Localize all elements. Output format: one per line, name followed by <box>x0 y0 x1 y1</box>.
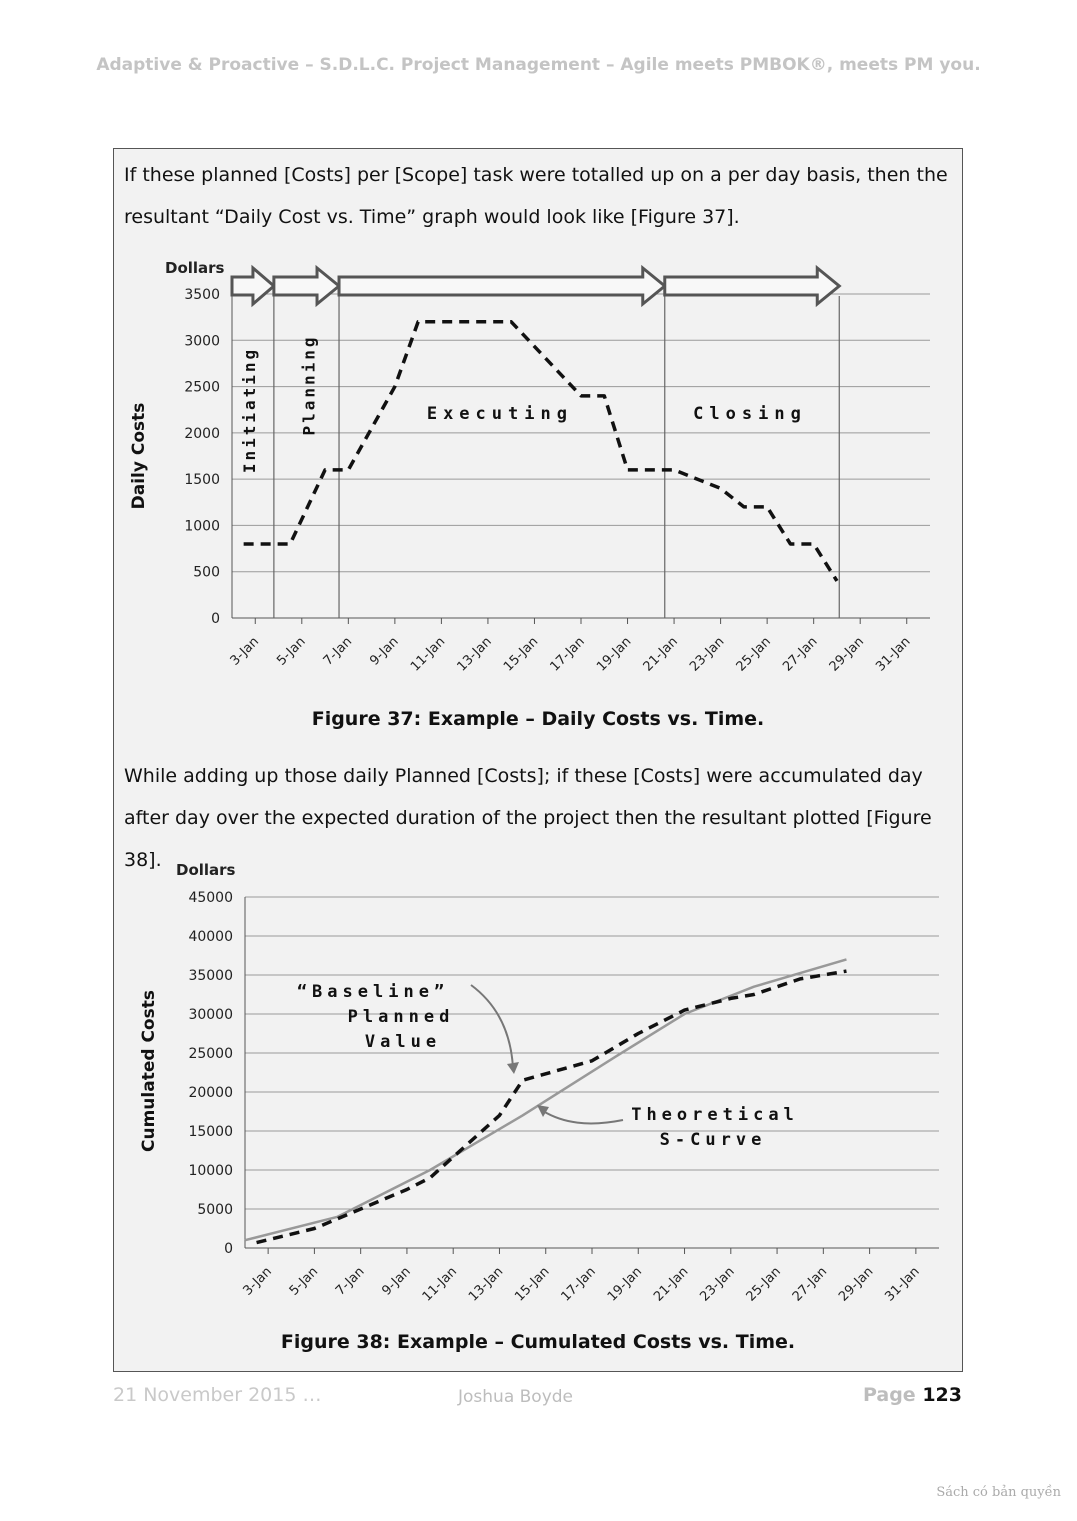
x-tick-label: 23-Jan <box>687 634 727 674</box>
x-tick-label: 3-Jan <box>228 634 262 668</box>
annotation-baseline-arrowhead <box>507 1062 519 1074</box>
annotation-baseline-line-0: “Baseline” <box>297 982 449 1002</box>
phase-label-0: Initiating <box>240 347 259 473</box>
chart2-y-axis-label: Cumulated Costs <box>139 990 159 1152</box>
running-header: Adaptive & Proactive – S.D.L.C. Project … <box>96 55 981 75</box>
phase-label-2: Executing <box>427 404 573 424</box>
x-tick-label: 17-Jan <box>548 634 588 674</box>
x-tick-label: 5-Jan <box>274 634 308 668</box>
annotation-scurve-line-0: Theoretical <box>631 1105 799 1125</box>
x-tick-label: 3-Jan <box>241 1264 275 1298</box>
phase-arrow-0 <box>230 264 277 308</box>
annotation-scurve-line-1: S-Curve <box>660 1130 767 1150</box>
x-tick-label: 15-Jan <box>512 1264 552 1304</box>
x-tick-label: 9-Jan <box>379 1264 413 1298</box>
y-tick-label: 30000 <box>188 1007 233 1023</box>
y-tick-label: 45000 <box>188 890 233 906</box>
y-tick-label: 3000 <box>184 333 220 349</box>
x-tick-label: 29-Jan <box>827 634 867 674</box>
x-tick-label: 7-Jan <box>333 1264 367 1298</box>
footer-author: Joshua Boyde <box>458 1387 574 1407</box>
phase-label-1: Planning <box>299 334 318 435</box>
annotation-scurve-arrow <box>542 1110 624 1125</box>
series-line-1 <box>256 969 847 1245</box>
phase-arrow-3 <box>663 264 842 308</box>
y-tick-label: 25000 <box>188 1046 233 1062</box>
chart1-y-axis-label: Daily Costs <box>129 403 149 510</box>
x-tick-label: 11-Jan <box>420 1264 460 1304</box>
x-tick-label: 25-Jan <box>734 634 774 674</box>
paragraph-intro: If these planned [Costs] per [Scope] tas… <box>124 164 948 228</box>
cumulated-costs-chart: Dollars Cumulated Costs 0 5000 10000 15000 2… <box>139 861 939 1305</box>
x-tick-label: 19-Jan <box>594 634 634 674</box>
x-tick-label: 21-Jan <box>651 1264 691 1304</box>
footer-page: Page 123 <box>863 1384 962 1406</box>
x-tick-label: 9-Jan <box>367 634 401 668</box>
y-tick-label: 0 <box>211 611 220 627</box>
y-tick-label: 10000 <box>188 1163 233 1179</box>
x-tick-label: 5-Jan <box>287 1264 321 1298</box>
watermark: Sách có bản quyền <box>936 1485 1061 1500</box>
x-tick-label: 15-Jan <box>501 634 541 674</box>
y-tick-label: 5000 <box>197 1202 233 1218</box>
phase-arrow-1 <box>272 264 342 308</box>
y-tick-label: 500 <box>193 565 220 581</box>
annotation-baseline-line-2: Value <box>365 1032 441 1052</box>
y-tick-label: 40000 <box>188 929 233 945</box>
y-tick-label: 15000 <box>188 1124 233 1140</box>
x-tick-label: 21-Jan <box>641 634 681 674</box>
annotation-scurve-arrowhead <box>537 1105 549 1117</box>
y-tick-label: 2000 <box>184 426 220 442</box>
x-tick-label: 11-Jan <box>408 634 448 674</box>
x-tick-label: 19-Jan <box>605 1264 645 1304</box>
x-tick-label: 29-Jan <box>836 1264 876 1304</box>
chart2-unit-label: Dollars <box>176 861 236 879</box>
page-label: Page <box>862 1384 916 1406</box>
y-tick-label: 35000 <box>188 968 233 984</box>
y-tick-label: 3500 <box>184 287 220 303</box>
annotation-baseline-arrow <box>470 984 514 1069</box>
series-line-0 <box>244 958 847 1242</box>
figure37-caption: Figure 37: Example – Daily Costs vs. Tim… <box>311 708 765 730</box>
x-tick-label: 27-Jan <box>790 1264 830 1304</box>
y-tick-label: 1500 <box>184 472 220 488</box>
x-tick-label: 31-Jan <box>873 634 913 674</box>
y-tick-label: 1000 <box>184 518 220 534</box>
annotation-baseline-line-1: Planned <box>348 1007 455 1027</box>
x-tick-label: 27-Jan <box>780 634 820 674</box>
daily-costs-chart: Dollars Daily Costs 0 500 1000 1500 2000 2500… <box>129 259 930 675</box>
phase-label-3: Closing <box>693 404 807 424</box>
x-tick-label: 13-Jan <box>454 634 494 674</box>
y-tick-label: 2500 <box>184 380 220 396</box>
chart1-unit-label: Dollars <box>165 259 225 277</box>
y-tick-label: 0 <box>224 1241 233 1257</box>
x-tick-label: 25-Jan <box>744 1264 784 1304</box>
x-tick-label: 17-Jan <box>559 1264 599 1304</box>
paragraph-cumulated: While adding up those daily Planned [Cos… <box>124 765 932 871</box>
figure38-caption: Figure 38: Example – Cumulated Costs vs.… <box>280 1331 796 1353</box>
x-tick-label: 13-Jan <box>466 1264 506 1304</box>
phase-arrow-2 <box>337 264 668 308</box>
x-tick-label: 7-Jan <box>321 634 355 668</box>
x-tick-label: 31-Jan <box>882 1264 922 1304</box>
footer-date: 21 November 2015 … <box>113 1384 322 1406</box>
page-number: 123 <box>922 1384 962 1406</box>
y-tick-label: 20000 <box>188 1085 233 1101</box>
x-tick-label: 23-Jan <box>697 1264 737 1304</box>
series-line-0 <box>243 320 839 582</box>
